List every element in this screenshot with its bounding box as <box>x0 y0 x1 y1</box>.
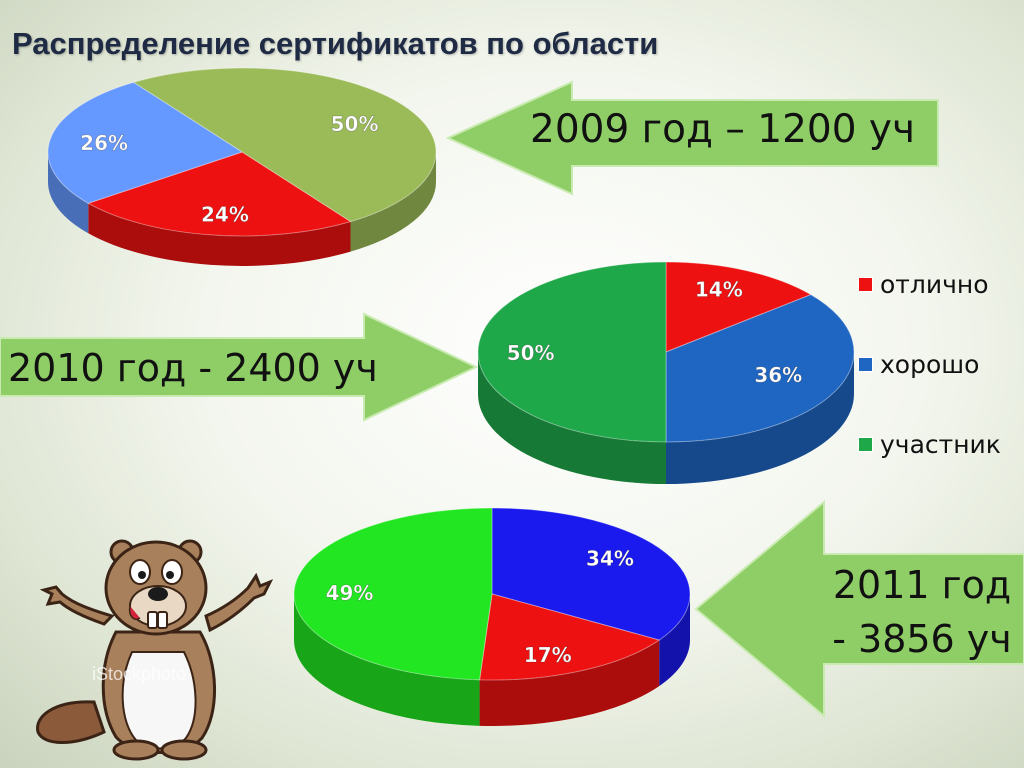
callout-arrow-2011: 2011 год - 3856 уч <box>694 499 1024 719</box>
pie-chart-3: 34% 17% 49% <box>293 507 691 727</box>
legend-label: отлично <box>880 270 989 299</box>
watermark-text: iStockphoto <box>92 664 186 684</box>
pie-side-walls <box>294 594 690 727</box>
pie-side-2 <box>479 640 660 727</box>
callout-line: - 3856 уч <box>832 616 1012 661</box>
pie-slice-1 <box>132 67 437 223</box>
legend-item-excellent: отлично <box>858 270 989 299</box>
arrow-shape <box>694 499 1024 719</box>
pie-slice-2 <box>665 294 855 443</box>
pie-slice-1 <box>491 507 691 641</box>
callout-line: 2010 год - 2400 уч <box>8 346 378 390</box>
pie-slice-label: 36% <box>754 363 802 387</box>
pie-side-1 <box>350 152 436 252</box>
pie-chart-2: 14% 36% 50% <box>477 261 855 484</box>
pie-slice-label: 34% <box>586 547 634 571</box>
pie-slice-label: 24% <box>201 202 249 226</box>
pie-chart-1: 50% 24% 26% <box>47 67 437 267</box>
pie-side-3 <box>478 352 666 484</box>
arrow-shape <box>445 80 939 196</box>
callout-text-2010: 2010 год - 2400 уч <box>8 346 378 391</box>
pie-slice-label: 50% <box>331 112 379 136</box>
pie-side-3 <box>48 152 89 234</box>
callout-line: 2011 год <box>832 563 1012 607</box>
pie-side-walls <box>478 352 854 484</box>
beaver-mascot-illustration: iStockphoto <box>36 539 274 761</box>
pie-slice-label: 50% <box>507 341 555 365</box>
pie-side-walls <box>48 152 436 267</box>
legend-swatch-icon <box>858 277 873 292</box>
legend-label: участник <box>880 430 1001 459</box>
pie-side-2 <box>666 352 854 484</box>
pie-side-3 <box>294 594 480 726</box>
legend-item-good: хорошо <box>858 350 979 379</box>
legend-item-participant: участник <box>858 430 1001 459</box>
pie-side-2 <box>88 203 351 267</box>
pie-slice-label: 49% <box>326 581 374 605</box>
legend-swatch-icon <box>858 357 873 372</box>
pie-slice-3 <box>47 81 244 204</box>
pie-slice-label: 26% <box>80 131 128 155</box>
pie-slice-label: 17% <box>524 643 572 667</box>
pie-slice-1 <box>665 261 813 353</box>
pie-slice-3 <box>477 261 667 443</box>
pie-side-1 <box>659 594 690 687</box>
pie-slice-3 <box>293 507 493 681</box>
pie-slice-label: 14% <box>695 277 743 301</box>
legend-label: хорошо <box>880 350 980 379</box>
arrow-shape <box>0 312 479 422</box>
callout-arrow-2009: 2009 год – 1200 уч <box>445 80 939 196</box>
callout-arrow-2010: 2010 год - 2400 уч <box>0 312 479 422</box>
callout-text-2009: 2009 год – 1200 уч <box>530 107 916 153</box>
legend-swatch-icon <box>858 437 873 452</box>
callout-text-2011: 2011 год - 3856 уч <box>824 563 1020 661</box>
pie-slice-2 <box>87 151 352 237</box>
pie-slice-2 <box>478 593 661 681</box>
callout-line: 2009 год – 1200 уч <box>530 107 916 152</box>
slide-title: Распределение сертификатов по области <box>12 26 659 61</box>
